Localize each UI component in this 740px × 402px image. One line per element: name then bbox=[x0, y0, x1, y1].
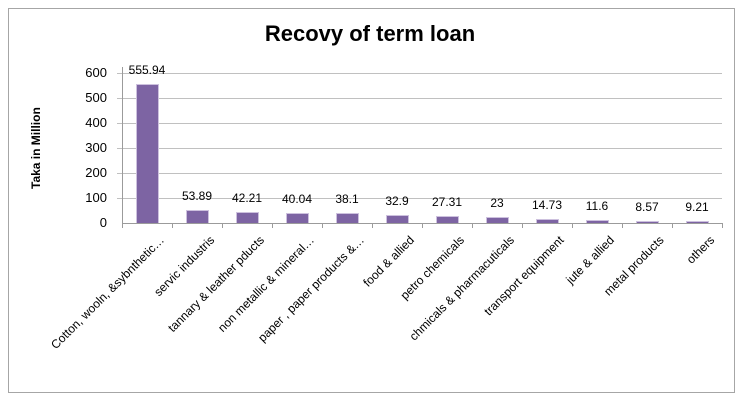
x-axis-tick bbox=[722, 223, 723, 228]
x-axis-tick bbox=[322, 223, 323, 228]
category-label: jute & allied bbox=[563, 233, 617, 287]
bar bbox=[485, 217, 509, 223]
y-axis-tick-labels: 0 100 200 300 400 500 600 bbox=[57, 65, 107, 230]
gridline bbox=[117, 73, 722, 74]
bar bbox=[685, 220, 709, 223]
bar bbox=[335, 213, 359, 223]
bar bbox=[385, 214, 409, 223]
x-axis-tick bbox=[522, 223, 523, 228]
bar bbox=[585, 220, 609, 223]
category-label: paper , paper products &… bbox=[255, 233, 367, 345]
bar bbox=[635, 220, 659, 223]
gridline bbox=[117, 173, 722, 174]
bar-value-label: 8.57 bbox=[635, 199, 659, 214]
gridline bbox=[117, 198, 722, 199]
category-label: non metallic & mineral… bbox=[215, 233, 317, 335]
bar-value-label: 11.6 bbox=[585, 199, 609, 214]
x-axis-tick bbox=[222, 223, 223, 228]
bar bbox=[285, 212, 309, 223]
category-label: Cotton, wooln, &sybnthetic… bbox=[48, 233, 167, 352]
bar-value-label: 32.9 bbox=[385, 193, 409, 208]
bar-value-label: 42.21 bbox=[231, 191, 263, 206]
plot-area: 555.94 53.89 42.21 40.04 38.1 32.9 27.31 23 14.7… bbox=[117, 63, 723, 228]
x-axis-line bbox=[122, 223, 722, 224]
x-axis-tick bbox=[372, 223, 373, 228]
x-axis-tick bbox=[572, 223, 573, 228]
y-axis-line bbox=[122, 67, 123, 223]
gridline bbox=[117, 123, 722, 124]
x-axis-tick bbox=[172, 223, 173, 228]
bar-value-label: 9.21 bbox=[685, 199, 709, 214]
chart-title: Recovy of term loan bbox=[264, 21, 476, 46]
y-tick-label: 100 bbox=[85, 190, 107, 205]
x-axis-tick bbox=[472, 223, 473, 228]
gridline bbox=[117, 148, 722, 149]
x-axis-tick bbox=[422, 223, 423, 228]
bar bbox=[135, 84, 159, 223]
bar bbox=[435, 216, 459, 223]
y-tick-label: 400 bbox=[85, 115, 107, 130]
x-axis-tick bbox=[122, 223, 123, 228]
y-tick-label: 500 bbox=[85, 90, 107, 105]
x-axis-tick bbox=[622, 223, 623, 228]
bar-value-label: 14.73 bbox=[531, 198, 563, 213]
y-tick-label: 0 bbox=[99, 215, 107, 230]
y-axis-title: Taka in Million bbox=[29, 107, 43, 189]
category-label: tannary & leather pducts bbox=[165, 233, 267, 335]
bar-value-label: 27.31 bbox=[431, 195, 463, 210]
x-axis-category-labels: Cotton, wooln, &sybnthetic… servic indust… bbox=[48, 223, 722, 393]
bar-value-label: 555.94 bbox=[128, 63, 166, 78]
gridline bbox=[117, 98, 722, 99]
bar bbox=[535, 219, 559, 223]
bar-value-label: 40.04 bbox=[281, 191, 313, 206]
category-label: others bbox=[683, 233, 717, 267]
y-tick-label: 600 bbox=[85, 65, 107, 80]
bar-value-label: 23 bbox=[490, 196, 504, 211]
y-tick-label: 300 bbox=[85, 140, 107, 155]
bar-value-label: 38.1 bbox=[335, 192, 359, 207]
bar bbox=[235, 212, 259, 223]
x-axis-tick bbox=[272, 223, 273, 228]
x-axis-tick bbox=[672, 223, 673, 228]
bar-value-label: 53.89 bbox=[181, 188, 213, 203]
bar bbox=[185, 209, 209, 223]
y-tick-label: 200 bbox=[85, 165, 107, 180]
